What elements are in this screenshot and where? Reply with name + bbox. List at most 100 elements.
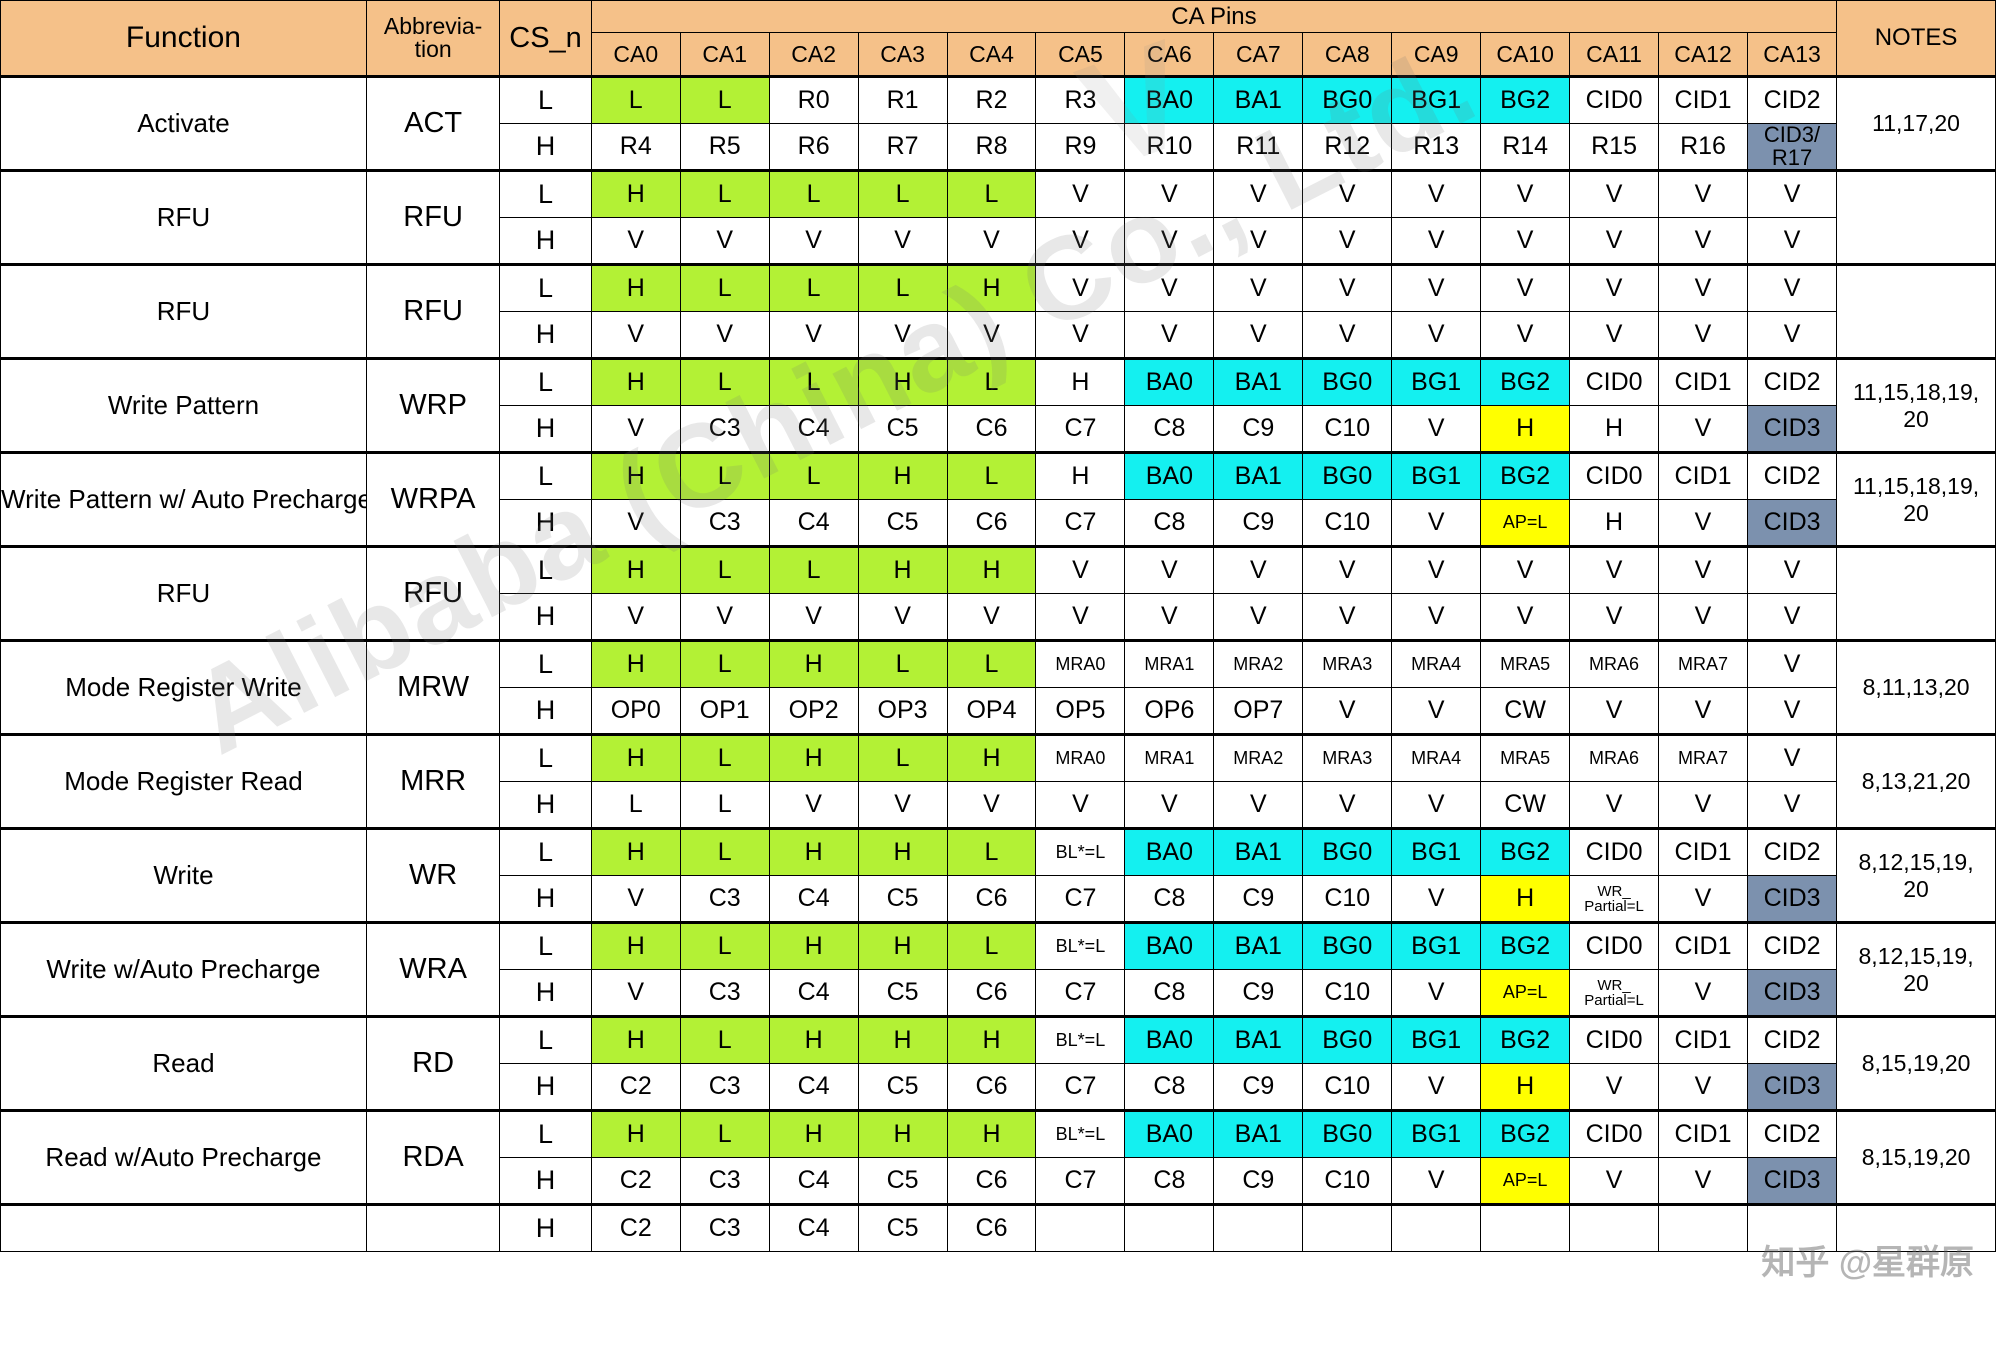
ca-cell	[1035, 1203, 1126, 1252]
ca-cell: CID3/R17	[1746, 123, 1838, 171]
ca-cell: V	[1569, 781, 1660, 829]
ca-cell: MRA1	[1124, 639, 1215, 688]
abbreviation-label: ACT	[365, 75, 501, 171]
cs-n-value: H	[499, 1157, 592, 1205]
ca-cell: H	[590, 1015, 681, 1064]
function-label: RFU	[0, 169, 367, 265]
notes-cell: 8,15,19,20	[1836, 1109, 1996, 1205]
abbreviation-label: WRP	[365, 357, 501, 453]
ca-cell: C10	[1302, 1063, 1393, 1111]
ca-cell: V	[1569, 217, 1660, 265]
notes-cell: 11,15,18,19, 20	[1836, 451, 1996, 547]
ca-cell: V	[590, 875, 681, 923]
table-row: RFU RFU L H L L L H V V V V V V V V V	[0, 263, 1996, 359]
ca-cell: BA0	[1124, 451, 1215, 500]
ca-cell: C10	[1302, 875, 1393, 923]
ca-cell: L	[679, 263, 770, 312]
ca-cell: C3	[679, 1157, 770, 1205]
ca-cell: V	[1302, 687, 1393, 735]
ca-cell: L	[679, 545, 770, 594]
table-row: Write WR L H L H H L BL*=L BA0 BA1 BG0 BG1 BG2 CID0 CID…	[0, 827, 1996, 923]
ca-cell: V	[1658, 311, 1748, 359]
ca-cell: V	[1658, 405, 1748, 453]
ca-cell: V	[590, 217, 681, 265]
ca-cell: H	[768, 1109, 859, 1158]
ca-cell: C4	[768, 875, 859, 923]
ca-cell: L	[946, 639, 1037, 688]
ca-cell: BA0	[1124, 921, 1215, 970]
ca-cell: H	[857, 827, 948, 876]
header-ca-6: CA6	[1124, 32, 1215, 77]
ca-cell: C7	[1035, 1157, 1126, 1205]
ca-cell: V	[1213, 263, 1304, 312]
ca-cell: V	[1569, 545, 1660, 594]
table-row-partial: H C2 C3 C4 C5 C6	[0, 1203, 1996, 1252]
ca-cell: V	[1391, 263, 1482, 312]
function-label: Mode Register Read	[0, 733, 367, 829]
header-function: Function	[0, 0, 367, 77]
ca-cell: C7	[1035, 405, 1126, 453]
ca-cell: L	[768, 263, 859, 312]
ca-cell: R6	[768, 123, 859, 171]
ca-cell: R0	[768, 75, 859, 124]
ca-cell: L	[946, 827, 1037, 876]
table-row: Write Pattern WRP L H L L H L H BA0 BA1 BG0 BG1 BG2 CI…	[0, 357, 1996, 453]
function-label: Activate	[0, 75, 367, 171]
ca-cell: V	[768, 593, 859, 641]
ca-cell: CID1	[1658, 827, 1748, 876]
cs-n-value: H	[499, 123, 592, 171]
ca-cell: V	[1124, 545, 1215, 594]
ca-cell: V	[1746, 733, 1838, 782]
ca-cell: H	[857, 921, 948, 970]
ca-cell: V	[946, 311, 1037, 359]
ca-cell: V	[1302, 545, 1393, 594]
ca-cell: L	[946, 169, 1037, 218]
abbreviation-label: RFU	[365, 263, 501, 359]
notes-cell: 11,17,20	[1836, 75, 1996, 171]
ca-cell: V	[1302, 593, 1393, 641]
ca-cell: V	[590, 405, 681, 453]
abbreviation-label: RFU	[365, 545, 501, 641]
ca-cell: R3	[1035, 75, 1126, 124]
ca-cell: C5	[857, 499, 948, 547]
ca-cell: MRA5	[1480, 639, 1571, 688]
ca-cell: V	[857, 311, 948, 359]
ca-cell: R11	[1213, 123, 1304, 171]
table-row: H V C3 C4 C5 C6 C7 C8 C9 C10 V H H V CID3	[1, 405, 1996, 453]
cs-n-value: L	[499, 827, 592, 876]
ca-cell: MRA4	[1391, 733, 1482, 782]
ca-cell: V	[1658, 969, 1748, 1017]
header-abbreviation: Abbrevia-tion	[365, 0, 501, 77]
ca-cell: C4	[768, 1203, 859, 1252]
header-ca-1: CA1	[679, 32, 770, 77]
table-row: RFU RFU L H L L L L V V V V V V V V V	[0, 169, 1996, 265]
ca-cell: V	[1302, 263, 1393, 312]
ca-cell: CID2	[1746, 921, 1838, 970]
ca-cell: H	[590, 169, 681, 218]
ca-cell: V	[768, 311, 859, 359]
ca-cell: V	[1213, 781, 1304, 829]
ca-cell: AP=L	[1480, 1157, 1571, 1205]
ca-cell: V	[1124, 311, 1215, 359]
ca-cell: C9	[1213, 405, 1304, 453]
ca-cell: C6	[946, 1063, 1037, 1111]
abbreviation-label: WRA	[365, 921, 501, 1017]
table-row: Activate ACT L L L R0 R1 R2 R3 BA0 BA1 BG0 BG1 BG2 CID…	[0, 75, 1996, 171]
ca-cell: BL*=L	[1035, 827, 1126, 876]
ca-cell: C3	[679, 405, 770, 453]
ca-cell: V	[1746, 263, 1838, 312]
ca-cell: V	[768, 217, 859, 265]
table-row: H OP0 OP1 OP2 OP3 OP4 OP5 OP6 OP7 V V CW V V V	[1, 687, 1996, 735]
ca-cell: OP6	[1124, 687, 1215, 735]
ca-cell: V	[1213, 311, 1304, 359]
function-label: RFU	[0, 263, 367, 359]
function-label: Write w/Auto Precharge	[0, 921, 367, 1017]
ca-cell: C6	[946, 969, 1037, 1017]
ca-cell: H	[946, 733, 1037, 782]
ca-cell: V	[1569, 687, 1660, 735]
ca-cell: V	[1658, 169, 1748, 218]
ca-cell: H	[946, 1109, 1037, 1158]
header-ca-0: CA0	[590, 32, 681, 77]
ca-cell: V	[1569, 1157, 1660, 1205]
